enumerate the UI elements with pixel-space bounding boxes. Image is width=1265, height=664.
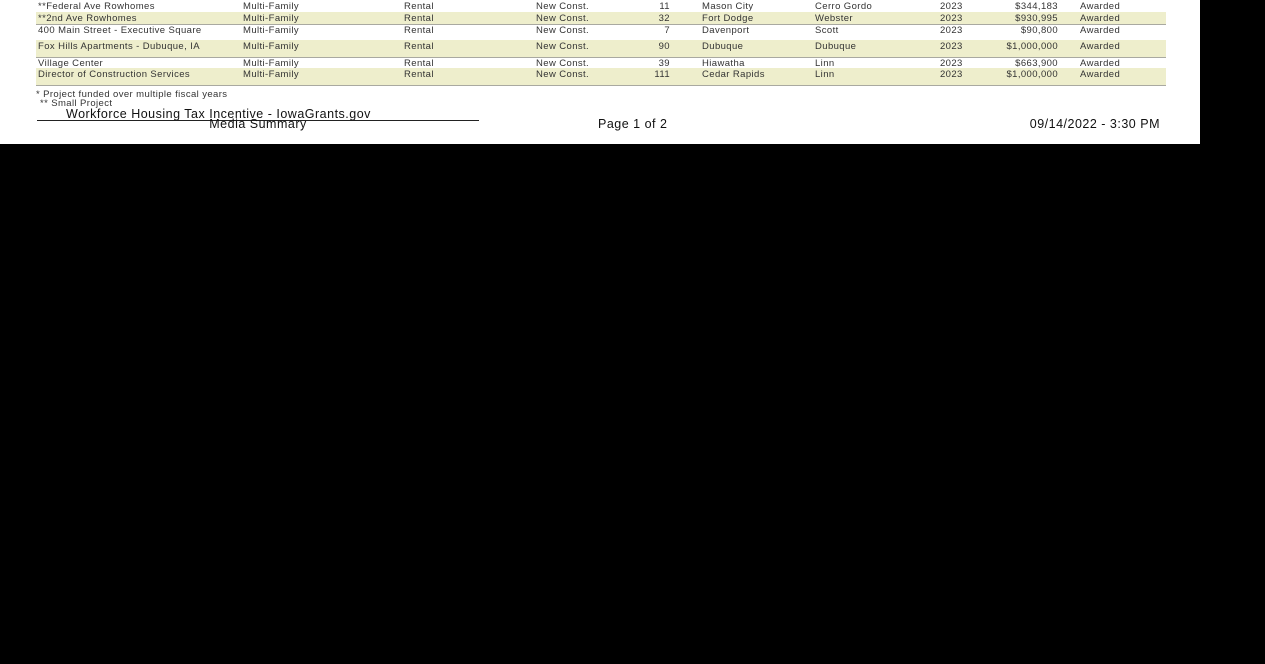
cell-amount: $663,900 xyxy=(1015,58,1058,69)
cell-year: 2023 xyxy=(940,41,963,52)
cell-name: **Federal Ave Rowhomes xyxy=(38,1,155,12)
cell-tenure: Rental xyxy=(404,1,434,12)
cell-status: Awarded xyxy=(1080,41,1121,52)
cell-units: 7 xyxy=(664,25,670,36)
cell-city: Cedar Rapids xyxy=(702,69,765,80)
cell-name: Village Center xyxy=(38,58,104,69)
cell-units: 111 xyxy=(654,69,670,80)
cell-tenure: Rental xyxy=(404,13,434,24)
cell-construction: New Const. xyxy=(536,58,590,69)
cell-city: Dubuque xyxy=(702,41,744,52)
page-number: Page 1 of 2 xyxy=(598,117,668,131)
cell-tenure: Rental xyxy=(404,25,434,36)
report-page: **Federal Ave Rowhomes Multi-Family Rental… xyxy=(0,0,1200,144)
cell-year: 2023 xyxy=(940,69,963,80)
footer-subtitle: Media Summary xyxy=(209,117,307,131)
cell-tenure: Rental xyxy=(404,58,434,69)
cell-type: Multi-Family xyxy=(243,1,299,12)
cell-county: Linn xyxy=(815,69,835,80)
cell-type: Multi-Family xyxy=(243,25,299,36)
cell-construction: New Const. xyxy=(536,41,590,52)
cell-units: 90 xyxy=(658,41,670,52)
cell-city: Fort Dodge xyxy=(702,13,754,24)
cell-status: Awarded xyxy=(1080,13,1121,24)
cell-year: 2023 xyxy=(940,58,963,69)
table-row: Fox Hills Apartments - Dubuque, IA Multi-… xyxy=(36,40,1166,58)
cell-tenure: Rental xyxy=(404,69,434,80)
cell-name: 400 Main Street - Executive Square xyxy=(38,25,202,36)
cell-county: Scott xyxy=(815,25,839,36)
cell-county: Linn xyxy=(815,58,835,69)
cell-units: 11 xyxy=(659,1,670,12)
cell-type: Multi-Family xyxy=(243,58,299,69)
cell-type: Multi-Family xyxy=(243,69,299,80)
cell-construction: New Const. xyxy=(536,1,590,12)
footnote-small-project: ** Small Project xyxy=(40,98,113,109)
table-row: Director of Construction Services Multi-F… xyxy=(36,68,1166,86)
cell-year: 2023 xyxy=(940,1,963,12)
cell-status: Awarded xyxy=(1080,58,1121,69)
cell-amount: $930,995 xyxy=(1015,13,1058,24)
cell-amount: $1,000,000 xyxy=(1006,41,1058,52)
cell-tenure: Rental xyxy=(404,41,434,52)
cell-amount: $1,000,000 xyxy=(1006,69,1058,80)
cell-construction: New Const. xyxy=(536,69,590,80)
table-row: **2nd Ave Rowhomes Multi-Family Rental New … xyxy=(36,12,1166,25)
cell-year: 2023 xyxy=(940,25,963,36)
report-datetime: 09/14/2022 - 3:30 PM xyxy=(1029,117,1160,131)
table-row: 400 Main Street - Executive Square Multi-… xyxy=(36,24,1166,41)
cell-construction: New Const. xyxy=(536,25,590,36)
cell-status: Awarded xyxy=(1080,69,1121,80)
cell-units: 32 xyxy=(658,13,670,24)
cell-amount: $90,800 xyxy=(1020,25,1058,36)
cell-type: Multi-Family xyxy=(243,13,299,24)
cell-name: **2nd Ave Rowhomes xyxy=(38,13,137,24)
cell-county: Webster xyxy=(815,13,853,24)
cell-county: Cerro Gordo xyxy=(815,1,873,12)
cell-amount: $344,183 xyxy=(1015,1,1058,12)
cell-city: Hiawatha xyxy=(702,58,745,69)
cell-county: Dubuque xyxy=(815,41,857,52)
cell-status: Awarded xyxy=(1080,25,1121,36)
cell-city: Davenport xyxy=(702,25,750,36)
cell-name: Director of Construction Services xyxy=(38,69,191,80)
footer-title: Workforce Housing Tax Incentive - IowaGr… xyxy=(66,107,371,121)
cell-units: 39 xyxy=(658,58,670,69)
footer-rule xyxy=(37,120,479,121)
cell-type: Multi-Family xyxy=(243,41,299,52)
cell-year: 2023 xyxy=(940,13,963,24)
cell-city: Mason City xyxy=(702,1,754,12)
cell-name: Fox Hills Apartments - Dubuque, IA xyxy=(38,41,200,52)
cell-construction: New Const. xyxy=(536,13,590,24)
cell-status: Awarded xyxy=(1080,1,1121,12)
footnote-multi-year: * Project funded over multiple fiscal ye… xyxy=(36,89,228,100)
